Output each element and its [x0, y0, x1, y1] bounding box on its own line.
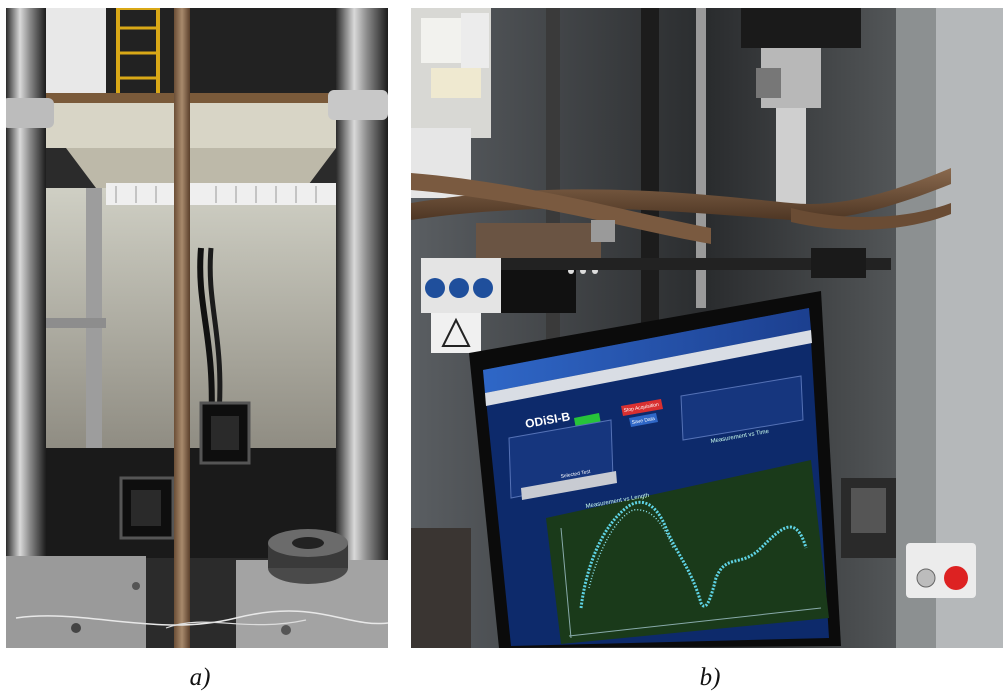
save-data-label: Save Data [631, 416, 655, 426]
emergency-stop-box [906, 543, 976, 598]
caption-b: b) [699, 664, 721, 691]
save-data-button[interactable] [629, 413, 658, 427]
person-icon [425, 278, 445, 298]
stop-acquisition-button[interactable] [621, 399, 663, 416]
monitor: ODiSI-B Stop Acquisition Save Data Selec… [469, 291, 841, 648]
selected-test-label: Selected Test [560, 469, 591, 480]
measurement-plot [546, 460, 829, 644]
safety-pictogram-icon [449, 278, 469, 298]
emergency-stop-icon [944, 566, 968, 590]
warning-triangle-icon [441, 317, 471, 347]
test-frame-photo [6, 8, 388, 648]
photo-panel-b: ODiSI-B Stop Acquisition Save Data Selec… [411, 8, 1003, 648]
caption-a: a) [189, 664, 211, 691]
photo-panel-a [6, 8, 388, 648]
monitor-photo: ODiSI-B Stop Acquisition Save Data Selec… [411, 8, 1003, 648]
selected-test-field[interactable] [521, 471, 617, 500]
measurement-trace [579, 500, 808, 609]
